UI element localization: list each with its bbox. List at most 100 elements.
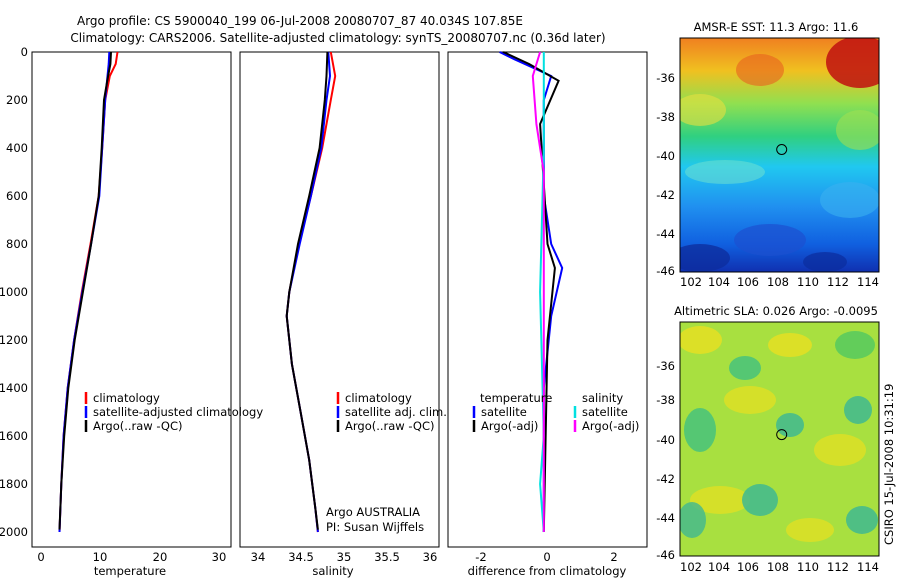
- sla-low-patch: [846, 506, 878, 534]
- depth-tick: 1000: [0, 285, 28, 299]
- sst-lon-tick: 114: [857, 275, 879, 289]
- sla-low-patch: [776, 413, 804, 437]
- salinity-xtick: 34.5: [288, 550, 314, 564]
- sla-lat-tick: -42: [656, 472, 675, 486]
- sst-lat-tick: -44: [656, 227, 675, 241]
- legend-label: Argo(-adj): [582, 419, 639, 433]
- depth-tick: 400: [6, 141, 28, 155]
- sla-low-patch: [680, 502, 706, 538]
- sla-lon-tick: 102: [680, 560, 702, 574]
- sst-cold-patch: [734, 224, 806, 256]
- sla-high-patch: [680, 326, 722, 354]
- temperature-xlabel: temperature: [94, 564, 166, 578]
- legend-heading-salinity: salinity: [582, 391, 623, 405]
- depth-axis: 0 200 400 600 800 1000 1200 1400 1600 18…: [0, 45, 28, 539]
- footer-timestamp: CSIRO 15-Jul-2008 10:31:19: [882, 384, 896, 545]
- sst-cool-patch: [836, 110, 879, 150]
- sla-lon-tick: 110: [797, 560, 819, 574]
- salinity-xlabel: salinity: [312, 564, 353, 578]
- sst-lon-tick: 110: [797, 275, 819, 289]
- sst-lat-tick: -46: [656, 264, 675, 278]
- depth-tick: 0: [21, 45, 28, 59]
- sst-warm-patch: [826, 38, 879, 88]
- temperature-xtick: 0: [37, 550, 44, 564]
- sla-lat-tick: -36: [656, 359, 675, 373]
- sst-cool-patch: [685, 160, 765, 184]
- difference-xtick: 0: [543, 550, 550, 564]
- sst-lon-tick: 104: [708, 275, 730, 289]
- sst-map-title: AMSR-E SST: 11.3 Argo: 11.6: [694, 20, 859, 34]
- salinity-xtick: 35: [337, 550, 352, 564]
- depth-tick: 200: [6, 93, 28, 107]
- depth-tick: 1600: [0, 429, 28, 443]
- sla-low-patch: [835, 331, 875, 359]
- sst-lat-tick: -36: [656, 71, 675, 85]
- depth-tick: 1200: [0, 333, 28, 347]
- depth-tick: 1400: [0, 381, 28, 395]
- difference-xtick: -2: [475, 550, 486, 564]
- depth-tick: 1800: [0, 477, 28, 491]
- temperature-xtick: 10: [93, 550, 108, 564]
- sst-float-marker: [776, 144, 788, 155]
- sla-high-patch: [768, 333, 812, 357]
- depth-tick: 2000: [0, 525, 28, 539]
- sla-low-patch: [844, 396, 872, 424]
- profile-lines: [58, 51, 564, 533]
- sla-map-title: Altimetric SLA: 0.026 Argo: -0.0095: [674, 304, 878, 318]
- legend-label: satellite adj. clim.: [345, 405, 447, 419]
- series-line-salinity-argo-adj-: [531, 51, 545, 532]
- salinity-legend: climatology satellite adj. clim. Argo(..…: [336, 391, 447, 433]
- sst-lat-tick: -42: [656, 188, 675, 202]
- sla-lon-tick: 106: [737, 560, 759, 574]
- legend-label: Argo(-adj): [481, 419, 538, 433]
- sst-lon-tick: 102: [680, 275, 702, 289]
- sla-lat-tick: -44: [656, 511, 675, 525]
- sla-float-marker: [776, 429, 788, 441]
- temperature-legend: climatology satellite-adjusted climatolo…: [84, 391, 263, 433]
- sla-high-patch: [690, 486, 750, 514]
- sla-high-patch: [724, 386, 776, 414]
- pi-note: PI: Susan Wijffels: [326, 520, 424, 534]
- legend-label: satellite: [582, 405, 628, 419]
- sst-lon-tick: 108: [767, 275, 789, 289]
- salinity-xtick: 35.5: [374, 550, 400, 564]
- legend-heading-temperature: temperature: [480, 391, 552, 405]
- series-line-argo-raw-qc-: [285, 51, 329, 530]
- depth-tick: 800: [6, 237, 28, 251]
- sla-map-frame: [679, 321, 880, 557]
- legend-label: satellite: [481, 405, 527, 419]
- sla-features: [680, 326, 878, 542]
- legend-label: Argo(..raw -QC): [93, 419, 183, 433]
- sla-low-patch: [742, 484, 778, 516]
- salinity-xtick: 34: [251, 550, 266, 564]
- legend-label: climatology: [93, 391, 160, 405]
- sla-low-patch: [729, 356, 761, 380]
- series-line-argo-raw-qc-: [58, 51, 112, 530]
- sla-map: [679, 321, 880, 557]
- sla-high-patch: [786, 518, 834, 542]
- temperature-xtick: 20: [153, 550, 168, 564]
- temperature-panel: [31, 51, 232, 548]
- sla-lat-tick: -38: [656, 393, 675, 407]
- sst-features: [680, 38, 879, 272]
- legend-label: Argo(..raw -QC): [345, 419, 435, 433]
- sla-high-patch: [814, 434, 866, 466]
- sla-lat-tick: -40: [656, 433, 675, 447]
- sla-lon-tick: 108: [767, 560, 789, 574]
- sla-lon-tick: 112: [827, 560, 849, 574]
- sst-lon-tick: 112: [827, 275, 849, 289]
- sla-lon-tick: 114: [857, 560, 879, 574]
- sst-cold-patch: [803, 252, 847, 272]
- temperature-xtick: 30: [212, 550, 227, 564]
- sst-cool-patch: [820, 182, 879, 218]
- sla-lon-tick: 104: [708, 560, 730, 574]
- sst-lat-tick: -38: [656, 110, 675, 124]
- sst-map-frame: [679, 37, 880, 273]
- sst-lat-tick: -40: [656, 149, 675, 163]
- difference-xtick: 2: [610, 550, 617, 564]
- series-line-salinity-satellite: [539, 52, 545, 533]
- figure-title-line2: Climatology: CARS2006. Satellite-adjuste…: [70, 31, 605, 45]
- legend-label: climatology: [345, 391, 412, 405]
- argo-program-note: Argo AUSTRALIA: [326, 505, 420, 519]
- difference-panel: [447, 51, 648, 548]
